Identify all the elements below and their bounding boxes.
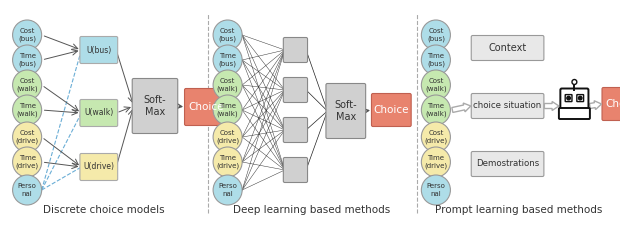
Text: Demostrations: Demostrations [476,160,539,169]
FancyBboxPatch shape [80,153,118,180]
Circle shape [213,147,242,177]
Circle shape [213,20,242,50]
Text: Prompt learning based methods: Prompt learning based methods [435,205,602,215]
FancyBboxPatch shape [471,36,544,61]
Text: Deep learning based methods: Deep learning based methods [233,205,390,215]
Text: U(drive): U(drive) [83,162,115,171]
FancyBboxPatch shape [80,99,118,126]
Text: Time
(walk): Time (walk) [425,103,447,117]
Text: Time
(bus): Time (bus) [18,53,36,67]
Circle shape [421,147,451,177]
Text: Perso
nal: Perso nal [426,184,445,196]
Circle shape [13,45,42,75]
Text: Time
(bus): Time (bus) [219,53,237,67]
Circle shape [13,20,42,50]
FancyBboxPatch shape [559,108,590,119]
Text: Cost
(drive): Cost (drive) [15,130,38,144]
Text: Time
(walk): Time (walk) [217,103,239,117]
Circle shape [13,70,42,100]
Text: Time
(drive): Time (drive) [424,155,447,169]
Text: Soft-
Max: Soft- Max [335,100,357,122]
Circle shape [13,175,42,205]
Text: Time
(walk): Time (walk) [16,103,38,117]
Text: Cost
(walk): Cost (walk) [16,78,38,92]
Text: Time
(drive): Time (drive) [15,155,38,169]
Text: Discrete choice models: Discrete choice models [43,205,164,215]
FancyBboxPatch shape [80,36,118,63]
Circle shape [567,96,570,100]
Text: Cost
(bus): Cost (bus) [427,28,445,42]
FancyBboxPatch shape [132,79,178,133]
Text: Cost
(bus): Cost (bus) [219,28,237,42]
FancyBboxPatch shape [184,88,228,126]
FancyBboxPatch shape [284,77,308,103]
Text: Context: Context [488,43,527,53]
Text: U(walk): U(walk) [84,108,113,117]
Circle shape [213,45,242,75]
FancyBboxPatch shape [326,83,365,139]
FancyBboxPatch shape [602,88,640,121]
FancyBboxPatch shape [471,151,544,176]
Text: Cost
(bus): Cost (bus) [18,28,36,42]
Circle shape [421,70,451,100]
Circle shape [213,70,242,100]
Circle shape [421,95,451,125]
Circle shape [13,122,42,152]
Circle shape [421,45,451,75]
FancyBboxPatch shape [577,94,584,102]
Text: Cost
(walk): Cost (walk) [425,78,447,92]
Circle shape [579,96,582,100]
Text: Cost
(walk): Cost (walk) [217,78,239,92]
FancyBboxPatch shape [561,88,588,110]
Circle shape [421,20,451,50]
Circle shape [572,79,577,85]
Circle shape [421,122,451,152]
Text: Choice: Choice [374,105,409,115]
Circle shape [213,175,242,205]
FancyBboxPatch shape [471,94,544,119]
Circle shape [213,122,242,152]
Circle shape [213,95,242,125]
Polygon shape [452,103,471,112]
Text: Cost
(drive): Cost (drive) [216,130,239,144]
Polygon shape [589,101,602,110]
Text: Choice: Choice [189,102,224,112]
Text: Perso
nal: Perso nal [18,184,36,196]
Circle shape [421,175,451,205]
Text: Soft-
Max: Soft- Max [143,95,166,117]
FancyBboxPatch shape [371,94,411,126]
Circle shape [13,147,42,177]
Text: choice situation: choice situation [474,101,541,110]
Polygon shape [545,101,559,110]
Text: Time
(bus): Time (bus) [427,53,445,67]
FancyBboxPatch shape [565,94,572,102]
Text: Cost
(drive): Cost (drive) [424,130,447,144]
FancyBboxPatch shape [284,117,308,142]
Text: Choice: Choice [605,99,640,109]
Text: U(bus): U(bus) [86,45,111,54]
FancyBboxPatch shape [284,38,308,63]
Text: Perso
nal: Perso nal [218,184,237,196]
FancyBboxPatch shape [284,158,308,182]
Text: Time
(drive): Time (drive) [216,155,239,169]
Circle shape [13,95,42,125]
